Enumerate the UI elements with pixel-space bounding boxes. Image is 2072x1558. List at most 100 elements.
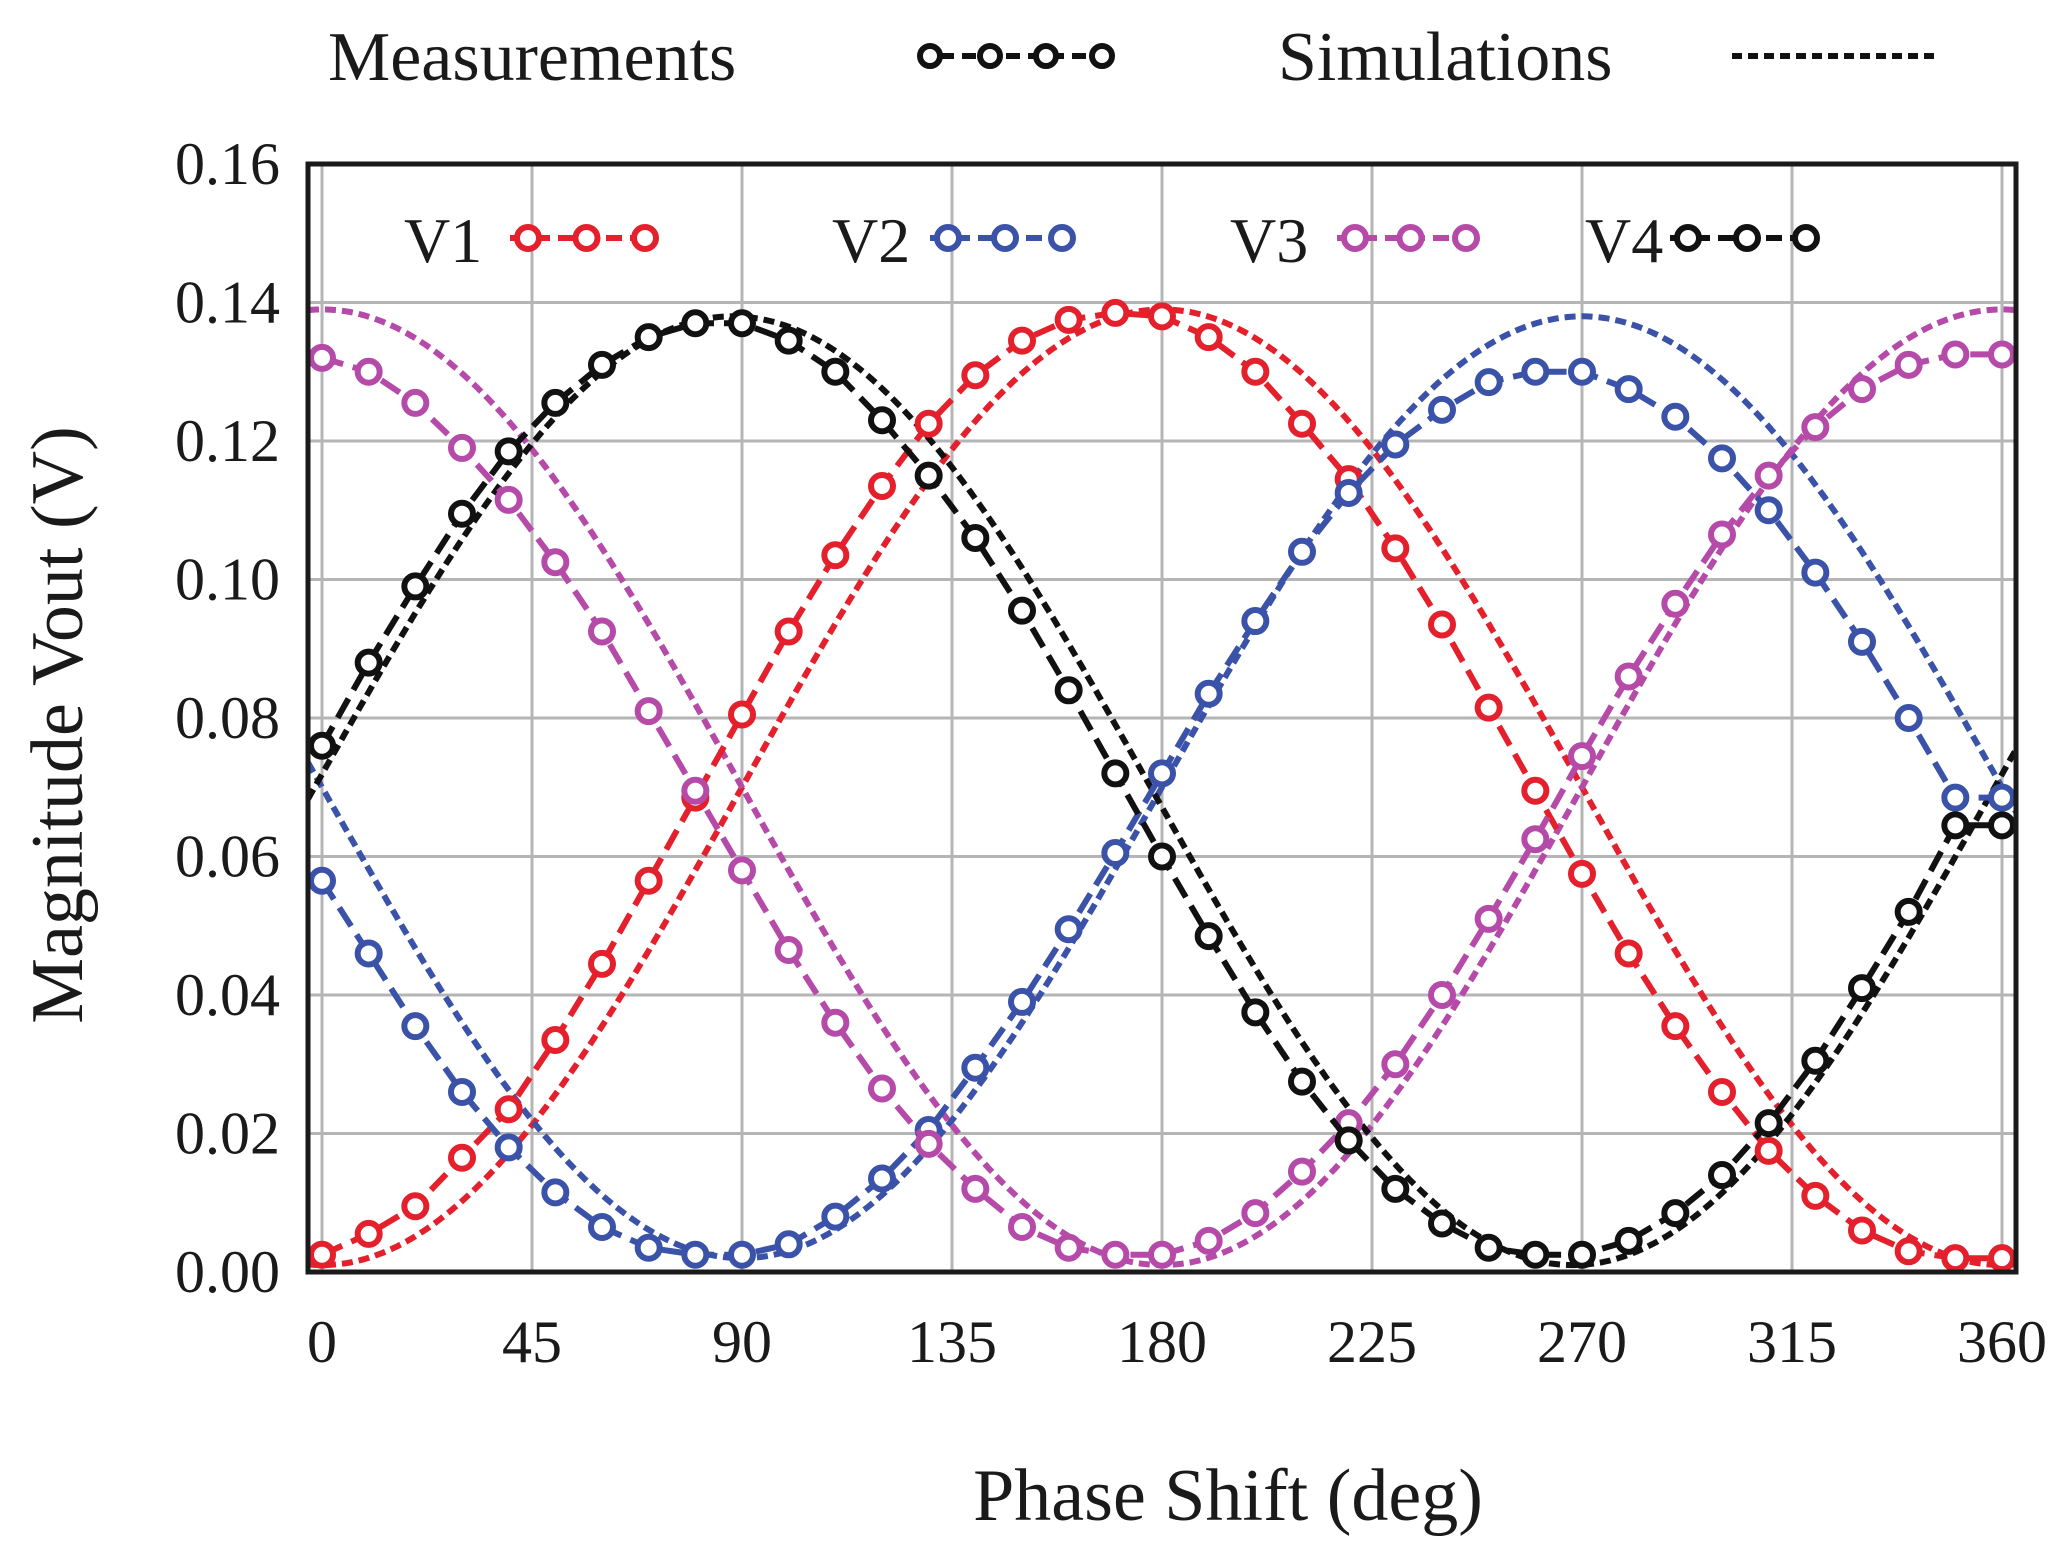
measurement-point: [1148, 759, 1176, 788]
measurement-point: [1148, 842, 1176, 871]
measurement-point: [1941, 811, 1970, 840]
y-tick-label: 0.12: [175, 408, 280, 474]
legend-measurements-marker: [977, 43, 1003, 69]
legend-marker-v4: [1733, 224, 1761, 252]
measurement-point: [961, 361, 990, 390]
measurement-point: [1381, 430, 1410, 459]
measurement-curves: [308, 298, 2016, 1273]
measurement-point: [1988, 783, 2016, 812]
measurement-point: [354, 1219, 383, 1248]
legend-measurements-label: Measurements: [328, 19, 736, 96]
legend-marker-v1: [631, 224, 659, 252]
measurement-point: [1101, 839, 1130, 868]
measurement-point: [774, 1230, 803, 1259]
measurement-point: [1894, 350, 1923, 379]
legend-marker-v2: [991, 224, 1019, 252]
measurement-point: [1241, 998, 1270, 1027]
measurement-point: [494, 485, 523, 514]
measurement-point: [1054, 305, 1083, 334]
measurement-point: [1708, 1077, 1736, 1106]
measurement-point: [1894, 897, 1923, 926]
measurement-point: [1194, 323, 1223, 352]
plot-frame: [305, 161, 2019, 1275]
measurement-point: [961, 1053, 990, 1082]
y-tick-label: 0.00: [175, 1239, 280, 1305]
measurement-point: [1754, 461, 1783, 490]
measurement-point: [1801, 1046, 1830, 1075]
measurement-point: [1848, 1216, 1876, 1245]
measurement-point: [1521, 357, 1550, 386]
x-tick-label: 0: [307, 1309, 337, 1375]
measurement-point: [401, 1012, 430, 1041]
x-axis-title: Phase Shift (deg): [973, 1455, 1483, 1537]
measurement-point: [1568, 357, 1596, 386]
measurement-point: [634, 866, 663, 895]
measurement-point: [1428, 395, 1456, 424]
measurement-point: [1101, 1240, 1130, 1269]
measurement-point: [1521, 1240, 1550, 1269]
measurement-point: [1614, 375, 1643, 404]
legend-item-v2: V2: [832, 205, 1076, 276]
measurement-point: [1474, 1233, 1503, 1262]
measurement-point: [1521, 776, 1550, 805]
measurement-point: [1054, 676, 1083, 705]
legend-marker-v4: [1674, 224, 1702, 252]
legend-label-v4: V4: [1585, 205, 1663, 276]
legend-item-v3: V3: [1230, 205, 1480, 276]
measurement-point: [1428, 1209, 1456, 1238]
measurement-point: [914, 1129, 943, 1158]
measurement-point: [1101, 759, 1130, 788]
measurement-point: [774, 617, 803, 646]
measurement-point: [868, 472, 896, 501]
legend-marker-v1: [514, 224, 542, 252]
measurement-point: [1428, 981, 1456, 1009]
measurement-point: [868, 406, 896, 435]
measurement-point: [1288, 537, 1316, 566]
legend-label-v2: V2: [832, 205, 910, 276]
x-tick-label: 90: [712, 1309, 772, 1375]
measurement-point: [448, 1077, 476, 1106]
measurement-point: [821, 541, 850, 570]
y-tick-label: 0.08: [175, 685, 280, 751]
legend-marker-v3: [1396, 224, 1425, 252]
measurement-point: [1941, 783, 1970, 812]
y-tick-label: 0.10: [175, 547, 280, 613]
measurement-point: [1848, 375, 1876, 404]
measurement-point: [634, 323, 663, 352]
measurement-point: [1661, 402, 1690, 431]
measurement-point: [821, 357, 850, 386]
y-tick-label: 0.02: [175, 1101, 280, 1167]
measurement-point: [1614, 939, 1643, 968]
measurement-point: [1288, 1157, 1316, 1186]
measurement-point: [1941, 340, 1970, 369]
measurement-point: [541, 1178, 570, 1207]
measurement-point: [774, 935, 803, 964]
measurement-point: [1614, 662, 1643, 691]
legend-item-v4: V4: [1585, 205, 1820, 276]
legend-marker-v2: [1048, 224, 1076, 252]
legend-label-v3: V3: [1230, 205, 1308, 276]
gridlines: [308, 162, 2016, 1274]
measurement-point: [1988, 1244, 2016, 1273]
measurement-point: [728, 700, 756, 729]
measurement-point: [1801, 413, 1830, 442]
measurement-point: [1568, 859, 1596, 888]
measurement-point: [728, 856, 756, 885]
measurement-point: [1334, 478, 1363, 507]
measurement-point: [1801, 1181, 1830, 1210]
measurement-point: [1194, 679, 1223, 708]
x-tick-label: 225: [1327, 1309, 1417, 1375]
measurement-point: [681, 309, 710, 338]
x-axis-tick-labels: 0 45 90 135 180 225 270 315 360: [307, 1309, 2047, 1375]
y-axis-tick-labels: 0.00 0.02 0.04 0.06 0.08 0.10 0.12 0.14 0.16: [175, 131, 280, 1305]
measurement-point: [354, 939, 383, 968]
measurement-point: [774, 326, 803, 355]
measurement-point: [1334, 1126, 1363, 1155]
measurement-point: [308, 866, 336, 895]
measurement-point: [354, 357, 383, 386]
measurement-point: [1894, 1237, 1923, 1266]
measurement-point: [448, 499, 476, 528]
measurement-point: [1801, 558, 1830, 587]
measurement-point: [1474, 693, 1503, 722]
